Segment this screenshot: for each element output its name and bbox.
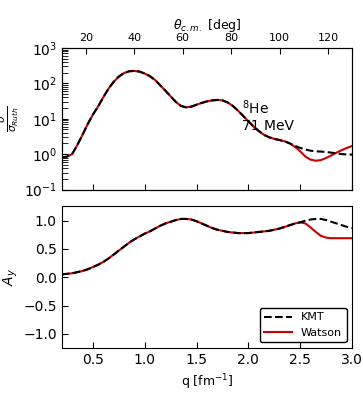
KMT (132, 68, 136, 73)
X-axis label: q [fm$^{-1}$]: q [fm$^{-1}$] (181, 372, 233, 392)
Watson (262, 132, 266, 137)
Watson (75, 143, 79, 148)
Line: KMT: KMT (62, 71, 352, 158)
KMT (189, 217, 193, 222)
KMT (60, 272, 64, 277)
Watson (70, 152, 74, 156)
KMT (262, 132, 266, 137)
Text: $^8$He
71 MeV: $^8$He 71 MeV (242, 98, 294, 133)
Line: KMT: KMT (62, 219, 352, 274)
Watson (132, 68, 136, 73)
Watson (60, 155, 64, 160)
KMT (179, 216, 183, 221)
X-axis label: $\theta_{c.m.}$ [deg]: $\theta_{c.m.}$ [deg] (173, 17, 241, 34)
KMT (60, 155, 64, 160)
KMT (267, 135, 271, 140)
Watson (143, 71, 147, 76)
Y-axis label: $A_y$: $A_y$ (2, 268, 20, 286)
Watson (350, 144, 354, 148)
Watson (189, 217, 193, 222)
KMT (137, 234, 142, 239)
KMT (75, 143, 79, 148)
Legend: KMT, Watson: KMT, Watson (260, 308, 347, 342)
KMT (189, 104, 193, 109)
KMT (350, 226, 354, 230)
Watson (189, 104, 193, 109)
Watson (75, 270, 79, 274)
Watson (350, 236, 354, 240)
Watson (179, 216, 183, 221)
KMT (70, 152, 74, 156)
Watson (267, 135, 271, 140)
Watson (70, 271, 74, 276)
KMT (267, 228, 271, 233)
KMT (262, 229, 266, 234)
KMT (143, 71, 147, 76)
KMT (75, 270, 79, 274)
Watson (262, 229, 266, 234)
KMT (70, 271, 74, 276)
Watson (137, 234, 142, 239)
Watson (314, 158, 318, 163)
KMT (350, 152, 354, 157)
Watson (60, 272, 64, 277)
Line: Watson: Watson (62, 71, 352, 161)
Y-axis label: $\frac{\sigma}{\sigma_{Ruth}}$: $\frac{\sigma}{\sigma_{Ruth}}$ (0, 106, 21, 132)
Watson (267, 228, 271, 233)
Line: Watson: Watson (62, 219, 352, 274)
